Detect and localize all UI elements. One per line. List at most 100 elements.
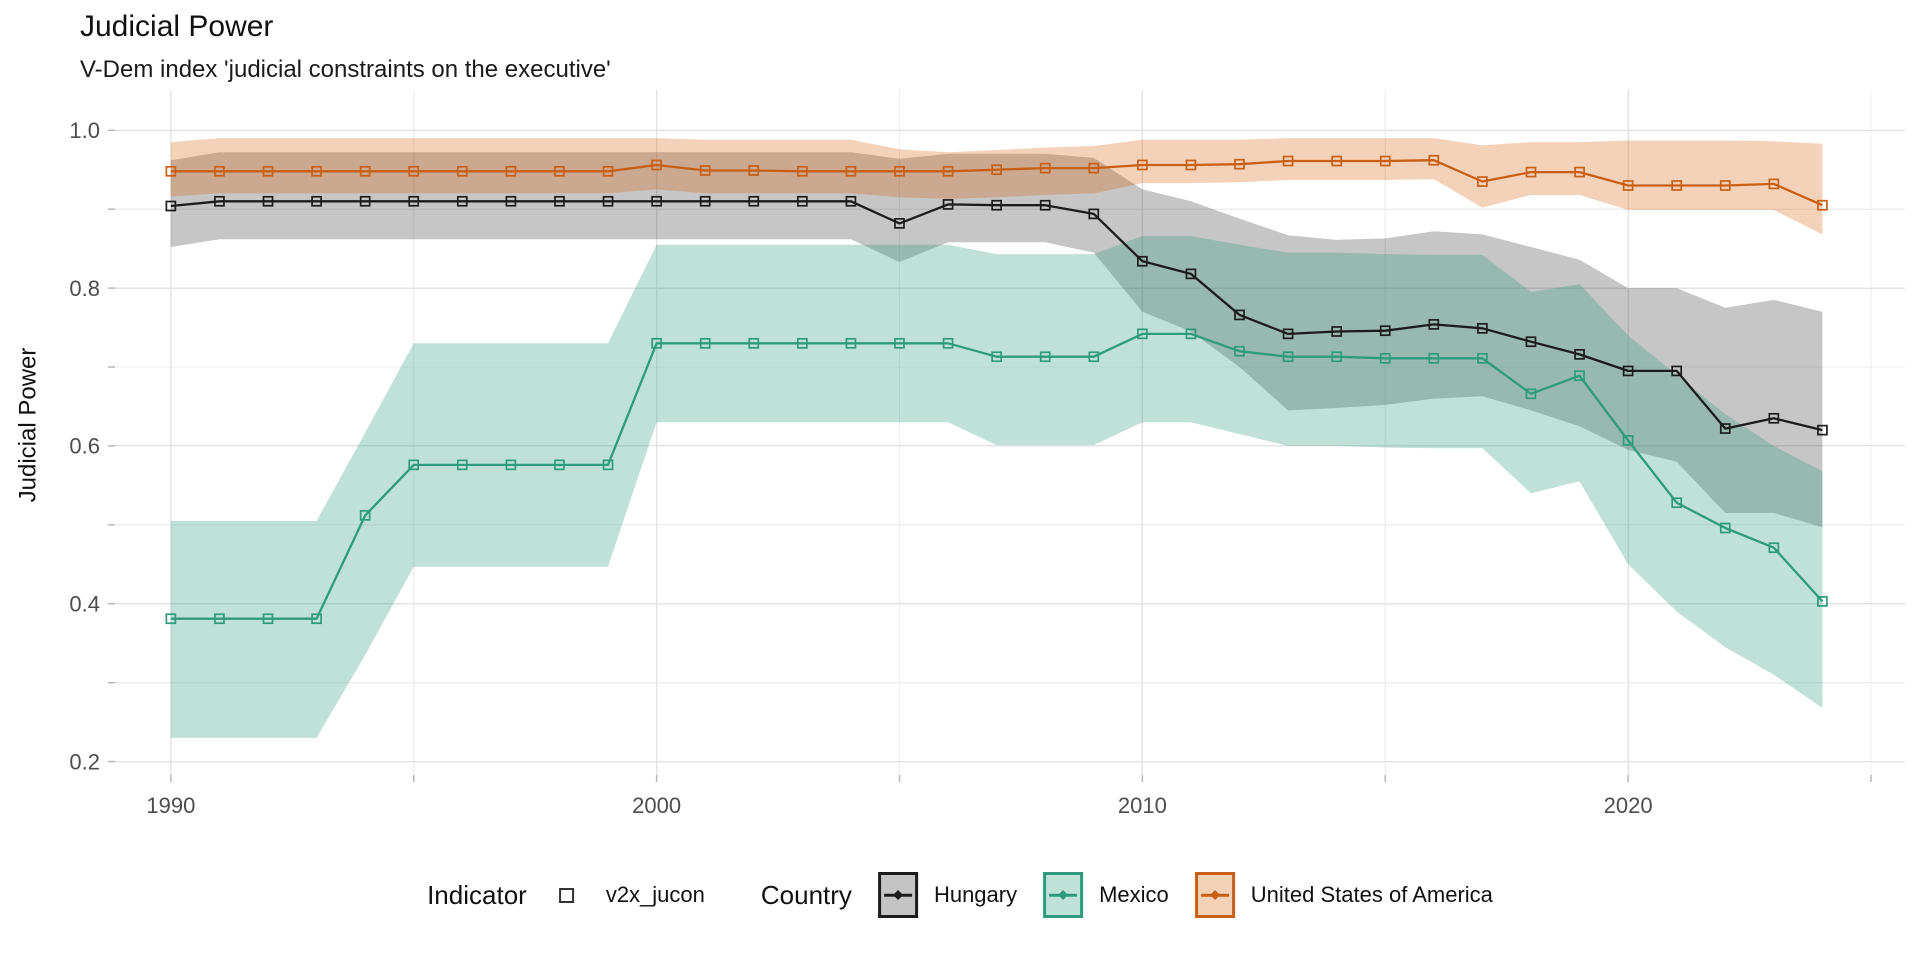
y-axis-tick-label: 0.6 (69, 434, 100, 459)
data-point (1719, 522, 1731, 534)
data-point (651, 195, 662, 207)
data-point (796, 195, 808, 207)
data-point (456, 165, 468, 177)
data-point (1234, 345, 1245, 357)
data-point (1574, 166, 1585, 178)
legend-entry-hungary: Hungary (877, 872, 1017, 918)
data-point (1622, 435, 1634, 446)
data-point (165, 613, 177, 625)
data-point (1574, 349, 1585, 360)
data-point (1622, 365, 1634, 377)
data-point (1671, 180, 1683, 191)
confidence-ribbon-united-states-of-america (170, 138, 1823, 235)
data-point (1331, 351, 1343, 363)
data-point (1137, 159, 1148, 171)
data-point (505, 195, 517, 207)
data-point (1185, 268, 1197, 280)
legend-label-usa: United States of America (1250, 882, 1493, 907)
data-point (359, 510, 371, 521)
data-point (1525, 388, 1537, 400)
data-point (1671, 365, 1683, 377)
data-point (1088, 351, 1100, 363)
series-line-mexico (170, 332, 1824, 620)
y-axis-tick-label: 1.0 (69, 118, 100, 143)
data-point (262, 613, 274, 625)
data-point (748, 195, 760, 207)
data-point (602, 459, 614, 471)
data-point (1331, 326, 1343, 337)
data-point (748, 165, 760, 176)
data-point (1477, 176, 1488, 187)
data-point (845, 337, 857, 349)
data-point (1428, 154, 1440, 166)
data-point (845, 195, 857, 207)
legend-label-mexico: Mexico (1099, 882, 1169, 907)
data-point (359, 165, 371, 177)
legend-country-title: Country (760, 879, 852, 910)
data-point (311, 165, 322, 177)
data-point (1282, 351, 1294, 363)
data-point (1719, 180, 1731, 191)
data-point (942, 337, 954, 349)
data-point (1137, 255, 1148, 267)
legend: Indicator v2x_jucon Country Hungary Mexi… (427, 872, 1493, 918)
data-point (699, 165, 711, 176)
data-point (1379, 325, 1391, 337)
data-point (1185, 159, 1197, 171)
data-point (311, 195, 322, 207)
data-point (1379, 352, 1391, 364)
data-point (1671, 497, 1683, 509)
data-point (1088, 208, 1100, 220)
confidence-ribbon-hungary (170, 152, 1823, 528)
legend-indicator-title: Indicator (427, 879, 527, 910)
legend-group-country: Country Hungary Mexico United States of … (761, 872, 1493, 918)
data-point (845, 165, 857, 177)
data-point (1234, 309, 1245, 321)
series-line-hungary (170, 200, 1823, 432)
data-point (214, 195, 225, 207)
y-axis-tick-label: 0.2 (69, 749, 100, 774)
data-point (456, 459, 468, 471)
chart-title: Judicial Power (80, 10, 274, 43)
data-point (1137, 328, 1148, 340)
data-point (456, 195, 468, 207)
data-point (894, 218, 905, 229)
x-axis-tick-label: 2010 (1118, 793, 1167, 818)
x-axis-tick-label: 2000 (632, 793, 681, 818)
data-point (1768, 178, 1780, 190)
data-point (991, 164, 1002, 176)
x-axis-tick-label: 2020 (1604, 793, 1653, 818)
data-point (1525, 166, 1537, 178)
data-point (165, 165, 177, 177)
data-point (1477, 352, 1488, 364)
data-point (942, 165, 954, 177)
data-point (1622, 180, 1634, 191)
data-point (311, 613, 322, 625)
legend-key-hungary-icon (877, 872, 918, 918)
legend-key-mexico-icon (1043, 872, 1084, 918)
plot-area: 1990 2000 2010 2020 0.2 0.4 0.6 0.8 1.0 (69, 90, 1905, 818)
data-point (991, 199, 1002, 211)
data-point (1282, 328, 1294, 340)
data-point (262, 195, 274, 207)
data-point (1039, 162, 1051, 174)
legend-indicator-item: v2x_jucon (605, 882, 705, 907)
legend-entry-mexico: Mexico (1043, 872, 1169, 918)
data-point (1574, 370, 1585, 382)
data-point (214, 165, 225, 177)
data-point (1428, 352, 1440, 364)
data-point (602, 195, 614, 207)
data-point (651, 159, 662, 171)
data-point (748, 337, 760, 349)
data-point (1817, 596, 1828, 607)
data-point (359, 195, 371, 207)
y-axis-tick-label: 0.4 (69, 591, 100, 616)
data-point (1039, 199, 1051, 211)
data-point (602, 165, 614, 177)
data-point (796, 337, 808, 349)
data-point (1282, 155, 1294, 167)
data-point (1428, 319, 1440, 330)
data-point (894, 165, 905, 177)
data-point (408, 165, 420, 177)
